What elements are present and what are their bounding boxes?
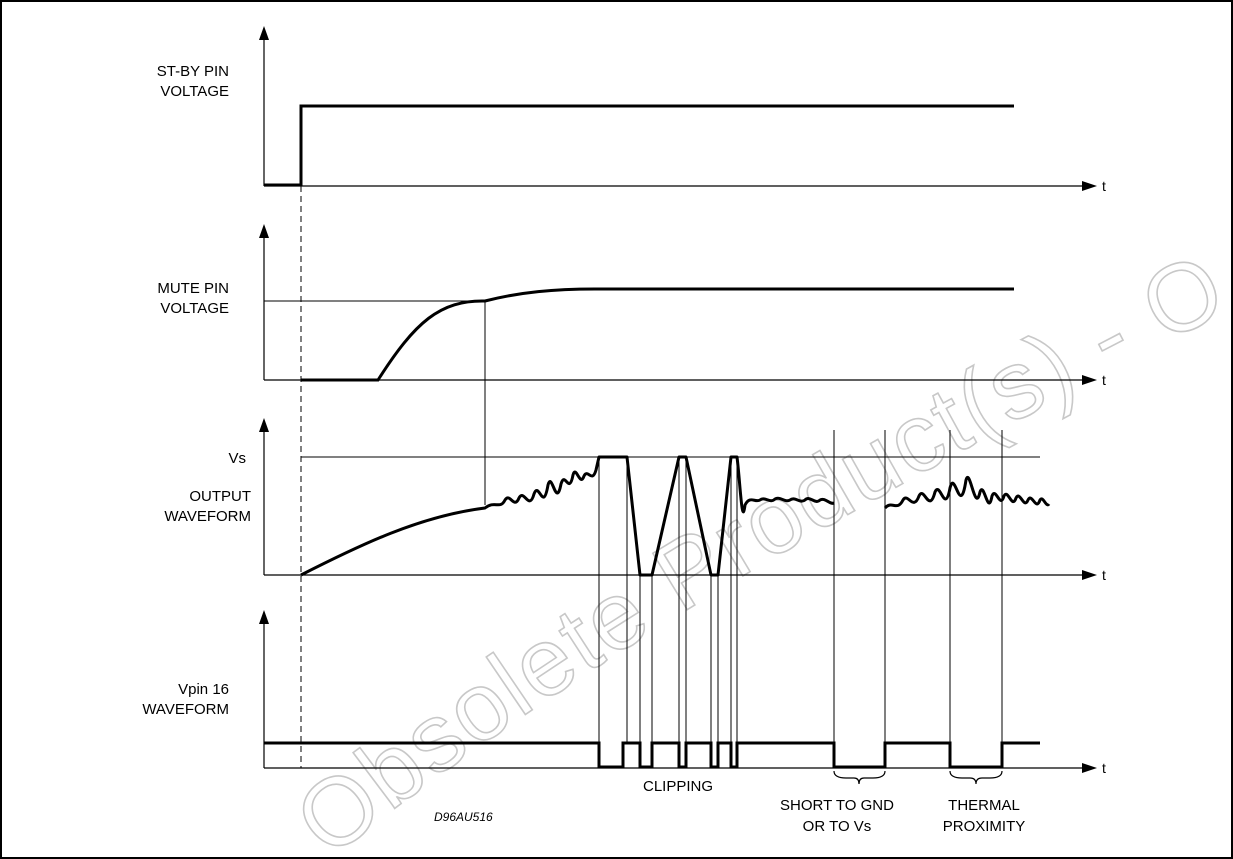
vpin16-label-1: Vpin 16 bbox=[178, 681, 229, 698]
output-t-label: t bbox=[1102, 567, 1106, 583]
output-x-arrow bbox=[1082, 570, 1097, 580]
output-label-1: OUTPUT bbox=[189, 488, 251, 505]
vpin16-y-arrow bbox=[259, 610, 269, 624]
short-label-2: OR TO Vs bbox=[803, 818, 872, 835]
figure-code: D96AU516 bbox=[434, 810, 493, 824]
output-label-2: WAVEFORM bbox=[164, 508, 251, 525]
thermal-label-2: PROXIMITY bbox=[943, 818, 1026, 835]
mute-label-2: VOLTAGE bbox=[160, 300, 229, 317]
vpin16-x-arrow bbox=[1082, 763, 1097, 773]
output-waveform-resume bbox=[883, 476, 1051, 510]
thermal-label-1: THERMAL bbox=[948, 797, 1020, 814]
mute-t-label: t bbox=[1102, 372, 1106, 388]
standby-panel: t ST-BY PIN VOLTAGE bbox=[157, 26, 1106, 194]
output-y-arrow bbox=[259, 418, 269, 432]
event-lines bbox=[598, 430, 1003, 767]
output-panel: t Vs OUTPUT WAVEFORM bbox=[164, 418, 1106, 583]
clipping-label: CLIPPING bbox=[643, 778, 713, 795]
mute-y-arrow bbox=[259, 224, 269, 238]
vpin16-label-2: WAVEFORM bbox=[142, 701, 229, 718]
standby-waveform bbox=[264, 104, 1014, 187]
vpin16-waveform bbox=[264, 741, 1040, 769]
thermal-brace bbox=[949, 770, 1003, 785]
standby-t-label: t bbox=[1102, 178, 1106, 194]
vpin16-t-label: t bbox=[1102, 760, 1106, 776]
short-label-1: SHORT TO GND bbox=[780, 797, 894, 814]
short-brace bbox=[833, 770, 886, 785]
output-waveform bbox=[300, 455, 835, 577]
output-vs-label: Vs bbox=[228, 450, 246, 467]
mute-label-1: MUTE PIN bbox=[157, 280, 229, 297]
vpin16-panel: t Vpin 16 WAVEFORM bbox=[142, 610, 1106, 776]
standby-label-2: VOLTAGE bbox=[160, 83, 229, 100]
mute-x-arrow bbox=[1082, 375, 1097, 385]
mute-panel: t MUTE PIN VOLTAGE bbox=[157, 224, 1106, 505]
standby-y-arrow bbox=[259, 26, 269, 40]
standby-label-1: ST-BY PIN bbox=[157, 63, 229, 80]
standby-x-arrow bbox=[1082, 181, 1097, 191]
mute-waveform bbox=[301, 287, 1014, 382]
